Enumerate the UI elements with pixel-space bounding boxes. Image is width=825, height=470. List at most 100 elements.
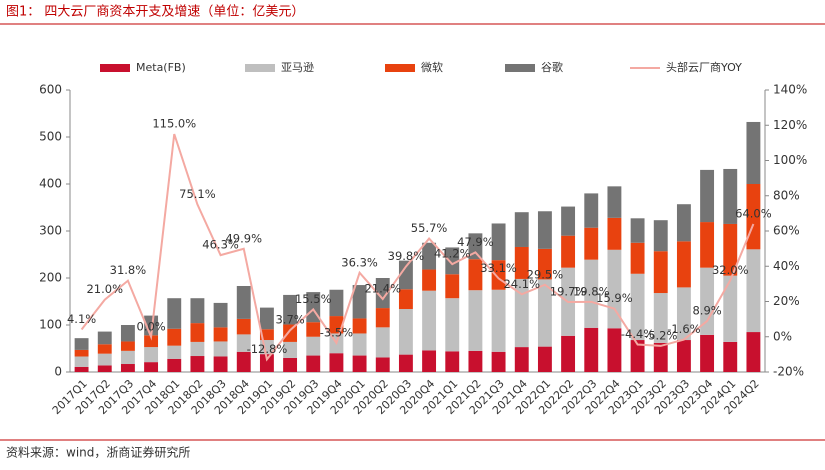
- bar: [746, 249, 761, 333]
- data-label: 75.1%: [179, 187, 216, 201]
- bar: [120, 364, 135, 372]
- bar: [700, 267, 715, 335]
- bar: [607, 217, 622, 250]
- legend-label: 微软: [421, 60, 443, 74]
- bar: [422, 242, 437, 270]
- data-label: 8.9%: [692, 304, 721, 318]
- bar: [514, 246, 529, 279]
- data-label: 21.4%: [364, 282, 401, 296]
- y2-tick-label: 20%: [773, 294, 800, 308]
- bar: [561, 206, 576, 236]
- data-label: 41.2%: [434, 247, 471, 261]
- bar: [120, 350, 135, 365]
- bar: [329, 316, 344, 334]
- data-label: -12.8%: [247, 342, 288, 356]
- bar: [653, 251, 668, 294]
- y-tick-label: 500: [39, 130, 62, 144]
- bar: [514, 278, 529, 348]
- data-label: 32.0%: [712, 263, 749, 277]
- data-label: -3.5%: [320, 325, 353, 339]
- bar: [607, 186, 622, 218]
- data-label: 15.5%: [295, 292, 332, 306]
- bar: [167, 358, 182, 372]
- bar: [329, 353, 344, 372]
- bar: [630, 273, 645, 341]
- bar: [213, 341, 228, 357]
- bar: [746, 121, 761, 184]
- bar: [167, 345, 182, 359]
- bar: [445, 247, 460, 275]
- y-tick-label: 100: [39, 318, 62, 332]
- bar: [375, 278, 390, 309]
- bar: [676, 241, 691, 288]
- data-label: 19.7%: [550, 285, 587, 299]
- bar: [97, 365, 112, 372]
- bar: [584, 327, 599, 372]
- data-label: 31.8%: [110, 263, 147, 277]
- bar: [491, 223, 506, 261]
- bar: [630, 218, 645, 243]
- bar: [491, 260, 506, 290]
- chart-title: 图1： 四大云厂商资本开支及增速（单位：亿美元）: [6, 5, 304, 20]
- bar: [723, 168, 738, 224]
- bar: [537, 211, 552, 249]
- data-label: -1.6%: [667, 322, 700, 336]
- data-label: 39.8%: [388, 249, 425, 263]
- bar: [97, 331, 112, 345]
- legend-swatch: [245, 64, 275, 72]
- bar: [213, 302, 228, 328]
- data-label: 4.1%: [67, 312, 96, 326]
- data-label: 47.9%: [457, 235, 494, 249]
- bar: [537, 279, 552, 347]
- bar: [653, 293, 668, 343]
- y2-tick-label: 120%: [773, 118, 807, 132]
- bar: [236, 351, 251, 372]
- bar: [584, 227, 599, 260]
- bar: [329, 289, 344, 317]
- bar: [167, 328, 182, 346]
- bar: [306, 322, 321, 337]
- bar: [144, 335, 159, 348]
- y-tick-label: 200: [39, 271, 62, 285]
- bar: [514, 347, 529, 372]
- bar: [445, 298, 460, 352]
- bar: [352, 285, 367, 319]
- bar: [120, 341, 135, 351]
- legend-label: Meta(FB): [136, 61, 186, 74]
- legend-swatch: [385, 64, 415, 72]
- bar: [190, 341, 205, 357]
- bar: [74, 349, 89, 357]
- y2-tick-label: 80%: [773, 188, 800, 202]
- line: [80, 133, 755, 362]
- bar: [398, 260, 413, 290]
- bar: [676, 340, 691, 372]
- y2-tick-label: 100%: [773, 153, 807, 167]
- legend-swatch: [505, 64, 535, 72]
- bar: [190, 323, 205, 342]
- data-label: 24.1%: [503, 277, 540, 291]
- bar: [422, 290, 437, 351]
- bar: [236, 285, 251, 319]
- bar: [584, 193, 599, 228]
- bar: [352, 355, 367, 372]
- data-label: 21.0%: [86, 282, 123, 296]
- bar: [236, 334, 251, 352]
- source: 资料来源：wind，浙商证券研究所: [6, 445, 190, 460]
- bar: [700, 334, 715, 372]
- bar: [259, 307, 274, 330]
- bar: [537, 248, 552, 280]
- bar: [74, 356, 89, 367]
- data-label: 55.7%: [411, 221, 448, 235]
- bar: [352, 333, 367, 356]
- data-label: 0.0%: [136, 319, 165, 333]
- legend-label: 亚马逊: [281, 61, 314, 74]
- y-tick-label: 300: [39, 224, 62, 238]
- y-tick-label: 0: [54, 365, 62, 379]
- bar: [144, 362, 159, 372]
- y2-tick-label: 40%: [773, 259, 800, 273]
- bar: [700, 222, 715, 268]
- y2-tick-label: 60%: [773, 224, 800, 238]
- bar: [283, 324, 298, 342]
- bar: [491, 289, 506, 352]
- bar: [259, 329, 274, 341]
